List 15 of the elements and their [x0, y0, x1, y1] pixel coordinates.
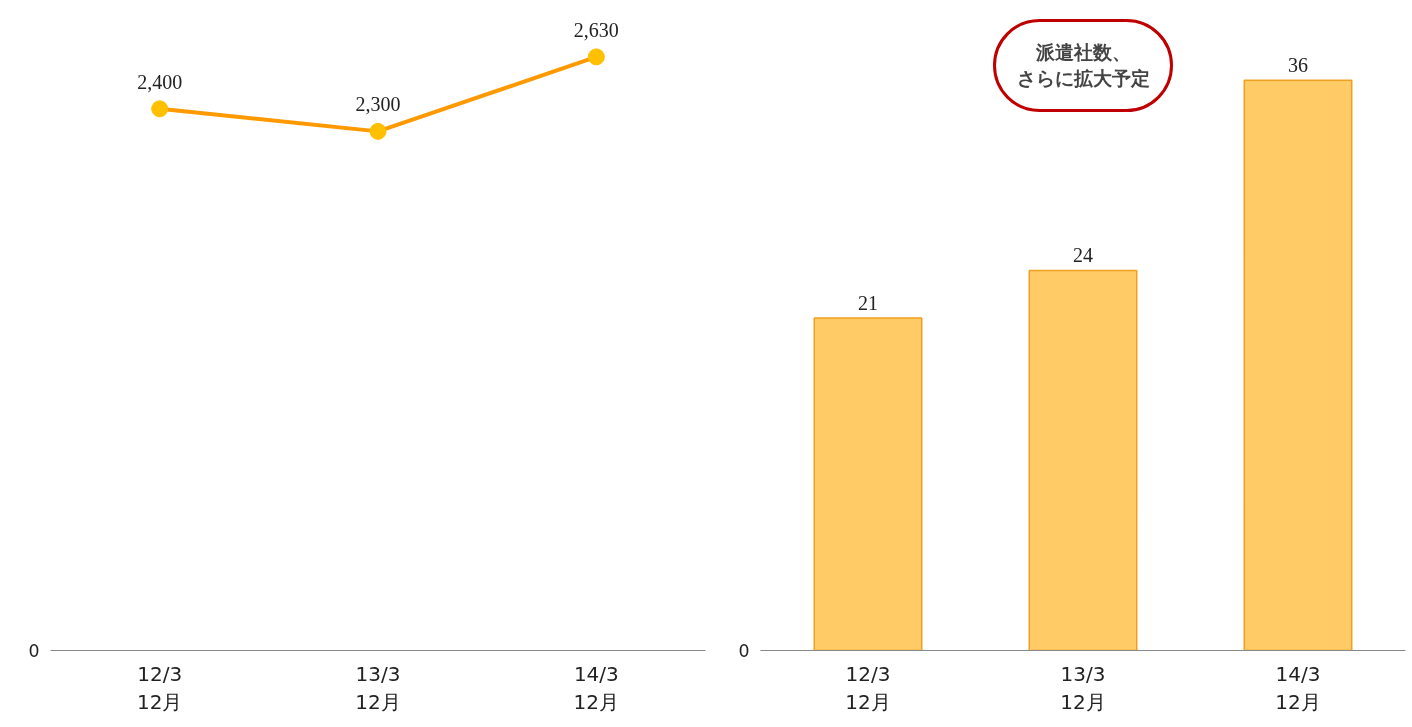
- x-tick-label: 14/3 12月: [1275, 661, 1321, 715]
- annotation: 派遣社数、さらに拡大予定: [1016, 42, 1150, 89]
- data-label: 21: [858, 291, 878, 314]
- text: 0: [738, 641, 750, 661]
- data-label: 2,300: [355, 93, 401, 116]
- x-tick-label: 12/3 12月: [136, 661, 183, 715]
- text: 0: [28, 641, 40, 661]
- data-label: 24: [1073, 244, 1093, 267]
- data-label: 36: [1288, 54, 1308, 77]
- x-tick-label: 13/3 12月: [1060, 661, 1106, 715]
- x-tick-label: 12/3 12月: [845, 661, 891, 715]
- data-label: 2,400: [137, 70, 183, 93]
- x-tick-label: 13/3 12月: [355, 661, 401, 715]
- x-tick-label: 14/3 12月: [573, 661, 620, 715]
- data-label: 2,630: [573, 18, 619, 41]
